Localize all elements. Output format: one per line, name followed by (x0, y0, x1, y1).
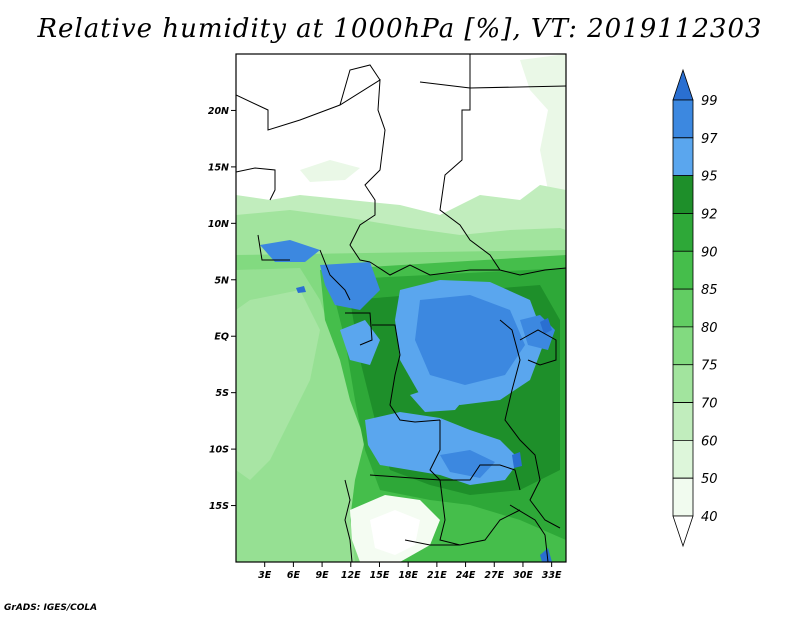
lon-tick-label: 6E (287, 570, 301, 581)
lat-tick-label: EQ (214, 332, 229, 343)
colorbar-top-triangle (672, 68, 694, 101)
map-title: Relative humidity at 1000hPa [%], VT: 20… (37, 14, 763, 44)
lat-tick-label: 10S (209, 445, 229, 456)
colorbar-segment (672, 402, 694, 441)
lon-tick-label: 27E (484, 570, 504, 581)
lat-tick-label: 5S (216, 388, 230, 399)
colorbar-segment (672, 250, 694, 290)
grads-credit: GrADS: IGES/COLA (4, 603, 98, 613)
lon-tick-label: 12E (341, 570, 361, 581)
colorbar-level-label: 90 (701, 245, 718, 260)
colorbar-level-label: 92 (701, 207, 718, 222)
lat-tick-label: 15S (209, 501, 229, 512)
country-borders (236, 54, 566, 562)
lon-tick-label: 18E (398, 570, 418, 581)
colorbar-level-label: 85 (701, 283, 718, 298)
colorbar-segment (672, 288, 694, 328)
colorbar-segment (672, 364, 694, 403)
colorbar-segment (672, 175, 694, 214)
lon-tick-label: 21E (427, 570, 447, 581)
lat-tick-label: 15N (208, 162, 229, 173)
colorbar-level-label: 75 (701, 359, 718, 374)
colorbar-segment (672, 99, 694, 139)
colorbar-level-label: 97 (701, 132, 718, 147)
colorbar-level-label: 99 (701, 94, 718, 109)
colorbar-segment (672, 213, 694, 252)
lat-tick-label: 10N (208, 219, 229, 230)
colorbar-segment (672, 439, 694, 479)
lon-tick-label: 3E (258, 570, 272, 581)
colorbar-level-label: 95 (701, 170, 718, 185)
longitude-axis: 3E 6E 9E 12E 15E 18E 21E 24E 27E 30E 33E (258, 562, 562, 581)
colorbar-level-label: 60 (701, 434, 718, 449)
colorbar-level-label: 80 (701, 321, 718, 336)
lat-tick-label: 20N (208, 106, 229, 117)
colorbar-segment (672, 477, 694, 517)
colorbar-level-label: 50 (701, 472, 718, 487)
lon-tick-label: 15E (370, 570, 390, 581)
colorbar-segment (672, 137, 694, 177)
colorbar-level-label: 70 (701, 397, 718, 412)
humidity-field (236, 54, 566, 562)
colorbar-level-label: 40 (701, 510, 718, 525)
lon-tick-label: 33E (542, 570, 562, 581)
colorbar-bottom-triangle (672, 515, 694, 548)
colorbar-legend: 99 97 95 92 90 85 80 75 70 60 50 40 (672, 68, 718, 548)
lon-tick-label: 9E (316, 570, 330, 581)
latitude-axis: 20N 15N 10N 5N EQ 5S 10S 15S (208, 106, 236, 512)
lon-tick-label: 30E (513, 570, 533, 581)
lon-tick-label: 24E (456, 570, 476, 581)
lat-tick-label: 5N (214, 275, 229, 286)
colorbar-segment (672, 326, 694, 366)
map-frame (235, 53, 567, 563)
